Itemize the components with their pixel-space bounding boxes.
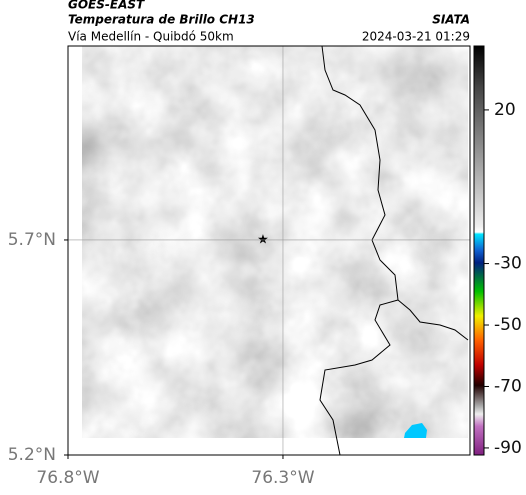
map-frame — [67, 45, 471, 456]
satellite: GOES-EAST — [68, 0, 145, 12]
lat-label: 5.2°N — [8, 445, 56, 465]
lon-label: 76.8°W — [36, 468, 99, 488]
subtitle: Vía Medellín - Quibdó 50km — [68, 30, 234, 44]
source: SIATA — [432, 13, 470, 27]
cold-cloud — [404, 423, 427, 438]
lon-label: 76.3°W — [251, 468, 314, 488]
colorbar — [473, 45, 485, 456]
colorbar-label: 20 — [494, 100, 516, 120]
colorbar-label: -50 — [494, 315, 522, 335]
timestamp: 2024-03-21 01:29 — [362, 30, 470, 44]
lat-label: 5.7°N — [8, 230, 56, 250]
satellite-image — [82, 46, 468, 438]
colorbar-label: -30 — [494, 254, 522, 274]
title: Temperatura de Brillo CH13 — [68, 13, 255, 27]
border — [319, 45, 469, 456]
colorbar-label: -90 — [494, 438, 522, 458]
colorbar-label: -70 — [494, 376, 522, 396]
